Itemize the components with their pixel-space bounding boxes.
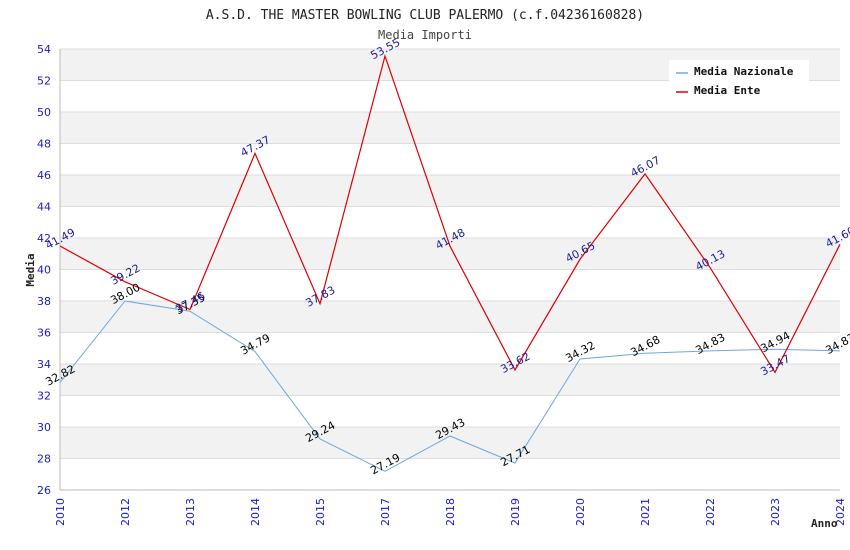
y-tick-label: 50 bbox=[37, 106, 51, 119]
y-tick-label: 32 bbox=[37, 390, 51, 403]
y-tick-label: 34 bbox=[37, 358, 51, 371]
y-tick-label: 54 bbox=[37, 43, 51, 56]
x-tick-labels: 2010 2012 2013 2014 2015 2017 2018 2019 2020 2021… bbox=[54, 498, 847, 526]
x-tick-label: 2019 bbox=[509, 498, 522, 526]
y-tick-label: 42 bbox=[37, 232, 51, 245]
y-tick-label: 30 bbox=[37, 421, 51, 434]
x-tick-label: 2024 bbox=[834, 498, 847, 526]
grid-band bbox=[60, 238, 840, 270]
grid-bands bbox=[60, 49, 840, 490]
series-line-media-ente bbox=[59, 54, 841, 374]
x-tick-label: 2022 bbox=[704, 498, 717, 526]
chart-title: A.S.D. THE MASTER BOWLING CLUB PALERMO (… bbox=[206, 8, 644, 23]
y-tick-label: 44 bbox=[37, 201, 51, 214]
grid-band bbox=[60, 143, 840, 175]
legend-box bbox=[669, 60, 809, 100]
series-lines bbox=[59, 54, 841, 472]
grid-lines bbox=[60, 48, 840, 491]
grid-band bbox=[60, 364, 840, 396]
x-tick-label: 2012 bbox=[119, 498, 132, 526]
y-tick-label: 52 bbox=[37, 75, 51, 88]
x-tick-label: 2014 bbox=[249, 498, 262, 526]
legend: Media Nazionale Media Ente bbox=[669, 60, 809, 100]
x-tick-label: 2017 bbox=[379, 498, 392, 526]
y-tick-labels: 26 28 30 32 34 36 38 40 42 44 46 48 50 52 54 bbox=[37, 43, 51, 497]
y-tick-label: 26 bbox=[37, 484, 51, 497]
y-tick-label: 38 bbox=[37, 295, 51, 308]
grid-band bbox=[60, 458, 840, 490]
y-axis-label: Media bbox=[24, 253, 37, 286]
grid-band bbox=[60, 112, 840, 144]
x-axis-label: Anno bbox=[811, 517, 838, 530]
grid-band bbox=[60, 269, 840, 301]
grid-band bbox=[60, 175, 840, 207]
legend-label-media-nazionale: Media Nazionale bbox=[694, 65, 794, 78]
grid-band bbox=[60, 332, 840, 364]
grid-band bbox=[60, 427, 840, 459]
x-tick-label: 2021 bbox=[639, 498, 652, 526]
x-tick-label: 2023 bbox=[769, 498, 782, 526]
grid-band bbox=[60, 395, 840, 427]
y-tick-label: 28 bbox=[37, 453, 51, 466]
x-tick-label: 2015 bbox=[314, 498, 327, 526]
x-tick-label: 2018 bbox=[444, 498, 457, 526]
y-tick-label: 48 bbox=[37, 138, 51, 151]
y-tick-label: 46 bbox=[37, 169, 51, 182]
legend-label-media-ente: Media Ente bbox=[694, 84, 761, 97]
y-tick-label: 36 bbox=[37, 327, 51, 340]
x-tick-label: 2010 bbox=[54, 498, 67, 526]
series-line-media-nazionale bbox=[59, 300, 841, 472]
grid-band bbox=[60, 301, 840, 333]
x-tick-label: 2020 bbox=[574, 498, 587, 526]
x-tick-label: 2013 bbox=[184, 498, 197, 526]
chart-subtitle: Media Importi bbox=[378, 28, 472, 42]
y-tick-label: 40 bbox=[37, 264, 51, 277]
grid-band bbox=[60, 206, 840, 238]
